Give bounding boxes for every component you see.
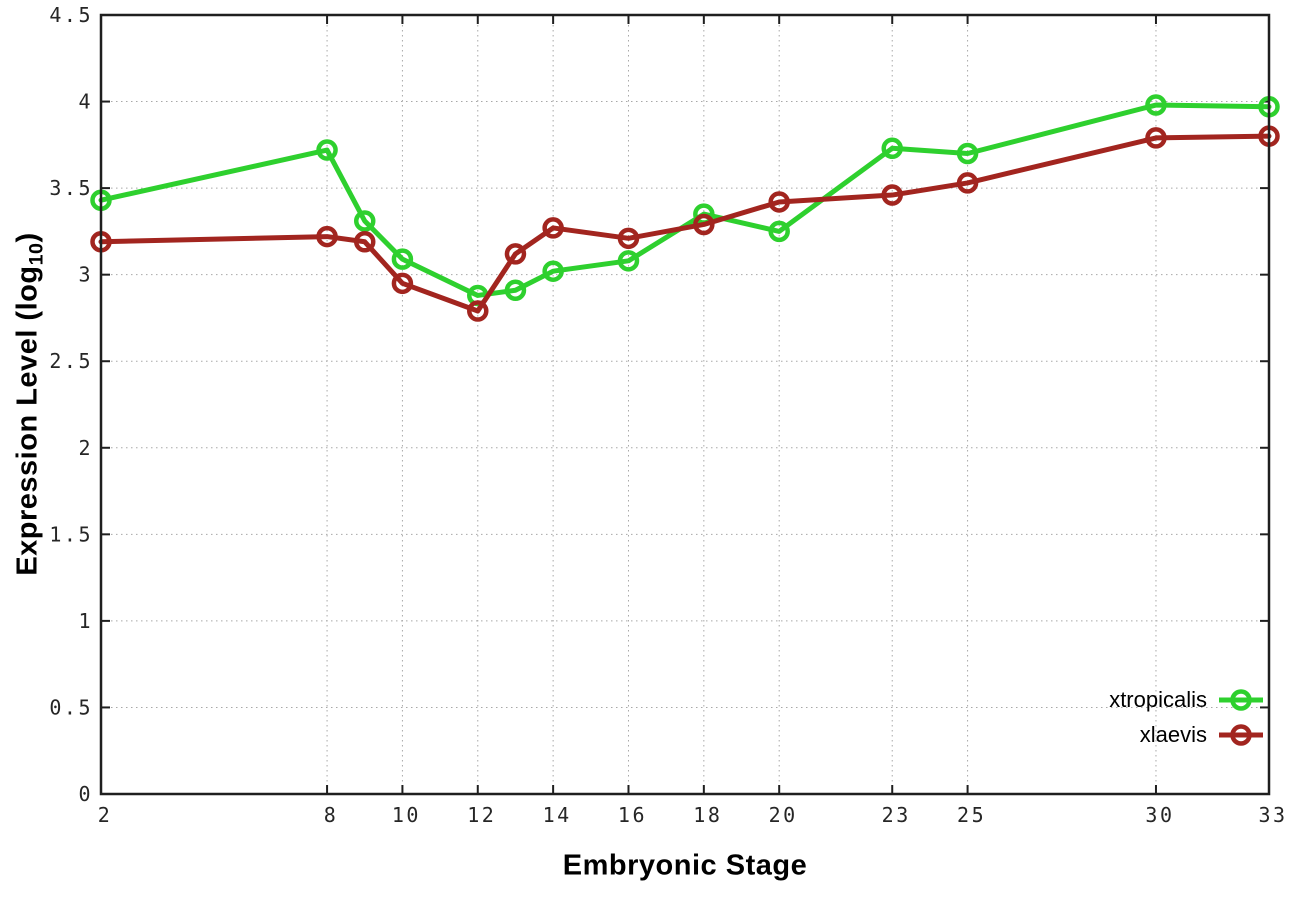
data-point-xlaevis [617,227,640,250]
x-tick-label: 12 [467,803,496,827]
data-point-xlaevis [542,217,564,239]
data-point-xlaevis [956,172,979,194]
legend-label-xlaevis: xlaevis [1139,722,1207,747]
data-point-xlaevis [316,225,338,248]
data-point-xtropicalis [881,137,903,160]
data-point-xtropicalis [353,210,376,232]
x-tick-label: 33 [1258,803,1287,827]
data-point-xlaevis [693,213,715,236]
y-tick-label: 3.5 [49,176,93,200]
series-xtropicalis [90,94,1280,307]
data-point-xtropicalis [542,260,564,282]
y-tick-label: 1 [78,609,93,633]
x-tick-label: 20 [769,803,798,827]
series-xlaevis [90,125,1280,322]
legend-item-xtropicalis: xtropicalis [1109,687,1265,713]
x-tick-label: 30 [1145,803,1174,827]
y-tick-label: 0 [78,782,93,806]
legend: xtropicalis xlaevis [1109,687,1265,748]
grid-layer [101,15,1270,794]
data-point-xlaevis [1145,127,1167,149]
tick-labels-layer: 2 8 10 12 14 16 18 20 23 25 30 33 0 0.5 1 1.5 2 2.5 3 3.5 4 4… [49,3,1287,827]
x-axis-title: Embryonic Stage [562,849,808,882]
data-point-xtropicalis [617,250,640,272]
y-axis-title-subscript: 10 [25,242,48,266]
x-tick-label: 16 [618,803,647,827]
data-point-xlaevis [467,300,489,322]
plot-border [99,13,1271,796]
data-point-xlaevis [504,243,527,265]
legend-label-xtropicalis: xtropicalis [1109,687,1207,712]
data-point-xlaevis [353,231,376,253]
series-line-xtropicalis [98,102,1272,298]
y-tick-label: 1.5 [49,522,93,546]
y-axis-title-close: ) [11,232,44,243]
y-tick-label: 0.5 [49,695,93,719]
data-point-xtropicalis [316,139,338,161]
data-point-xlaevis [768,191,790,213]
data-point-xtropicalis [1145,94,1167,116]
y-tick-label: 2.5 [49,349,93,373]
y-axis-title-text: Expression Level (log [11,265,44,576]
x-tick-label: 23 [882,803,911,827]
data-point-xtropicalis [768,220,790,243]
y-tick-label: 4 [78,90,93,114]
data-point-xtropicalis [956,142,979,165]
legend-marker-xtropicalis [1219,689,1263,711]
x-tick-label: 18 [693,803,722,827]
x-tick-label: 25 [957,803,986,827]
x-tick-label: 2 [98,803,113,827]
y-axis-title: Expression Level (log10) [12,232,49,575]
data-point-xtropicalis [391,248,414,270]
data-point-xlaevis [881,184,903,206]
x-tick-label: 10 [392,803,421,827]
x-tick-label: 8 [324,803,339,827]
legend-item-xlaevis: xlaevis [1140,722,1265,748]
x-tick-label: 14 [543,803,572,827]
y-tick-label: 2 [78,436,93,460]
y-tick-label: 3 [78,263,93,287]
y-tick-label: 4.5 [49,3,93,27]
data-point-xlaevis [391,272,414,295]
data-point-xtropicalis [504,279,527,301]
ticks-layer [100,14,1270,795]
legend-marker-xlaevis [1219,724,1263,746]
